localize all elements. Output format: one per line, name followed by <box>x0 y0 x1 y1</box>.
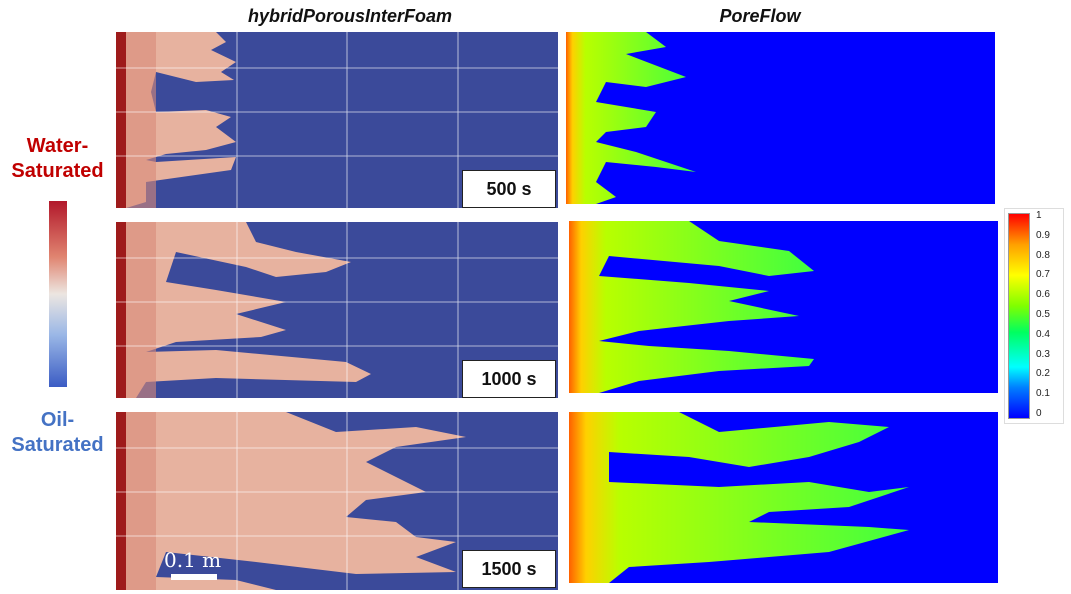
right-column-title: PoreFlow <box>719 6 801 26</box>
colorbar-tick-label: 0.4 <box>1036 328 1050 340</box>
colorbar-tick-label: 0.5 <box>1036 309 1050 320</box>
time-label-1000s: 1000 s <box>462 360 556 398</box>
colorbar-tick-label: 0.7 <box>1036 269 1050 281</box>
colorbar-tick-label: 0.2 <box>1036 368 1050 380</box>
colorbar-tick-label: 0.1 <box>1036 388 1050 400</box>
oil-label-line2: Saturated <box>11 434 104 456</box>
oil-label-line1: Oil- <box>40 409 75 431</box>
colorbar-tick-label: 1 <box>1036 210 1042 221</box>
scale-bar <box>171 574 217 580</box>
left-panel-500s <box>116 32 558 208</box>
colorbar-tick-label: 0 <box>1036 408 1042 419</box>
oil-saturated-label: Oil- Saturated <box>0 408 115 458</box>
scale-label: 0.1 m <box>164 548 222 572</box>
saturation-gradient-bar <box>49 201 67 387</box>
right-panel-1000s <box>569 221 998 393</box>
colorbar <box>1008 213 1030 419</box>
right-panel-500s <box>566 32 995 204</box>
left-panel-1000s <box>116 222 558 398</box>
colorbar-tick-label: 0.8 <box>1036 249 1050 261</box>
time-label-500s: 500 s <box>462 170 556 208</box>
colorbar-tick-label: 0.6 <box>1036 289 1050 301</box>
water-label-line1: Water- <box>26 135 89 157</box>
left-column-title: hybridPorousInterFoam <box>247 6 453 26</box>
colorbar-tick-label: 0.9 <box>1036 229 1050 241</box>
time-label-1500s: 1500 s <box>462 550 556 588</box>
water-saturated-label: Water- Saturated <box>0 134 115 184</box>
colorbar-tick-label: 0.3 <box>1036 348 1050 360</box>
right-panel-1500s <box>569 412 998 583</box>
water-label-line2: Saturated <box>11 160 104 182</box>
